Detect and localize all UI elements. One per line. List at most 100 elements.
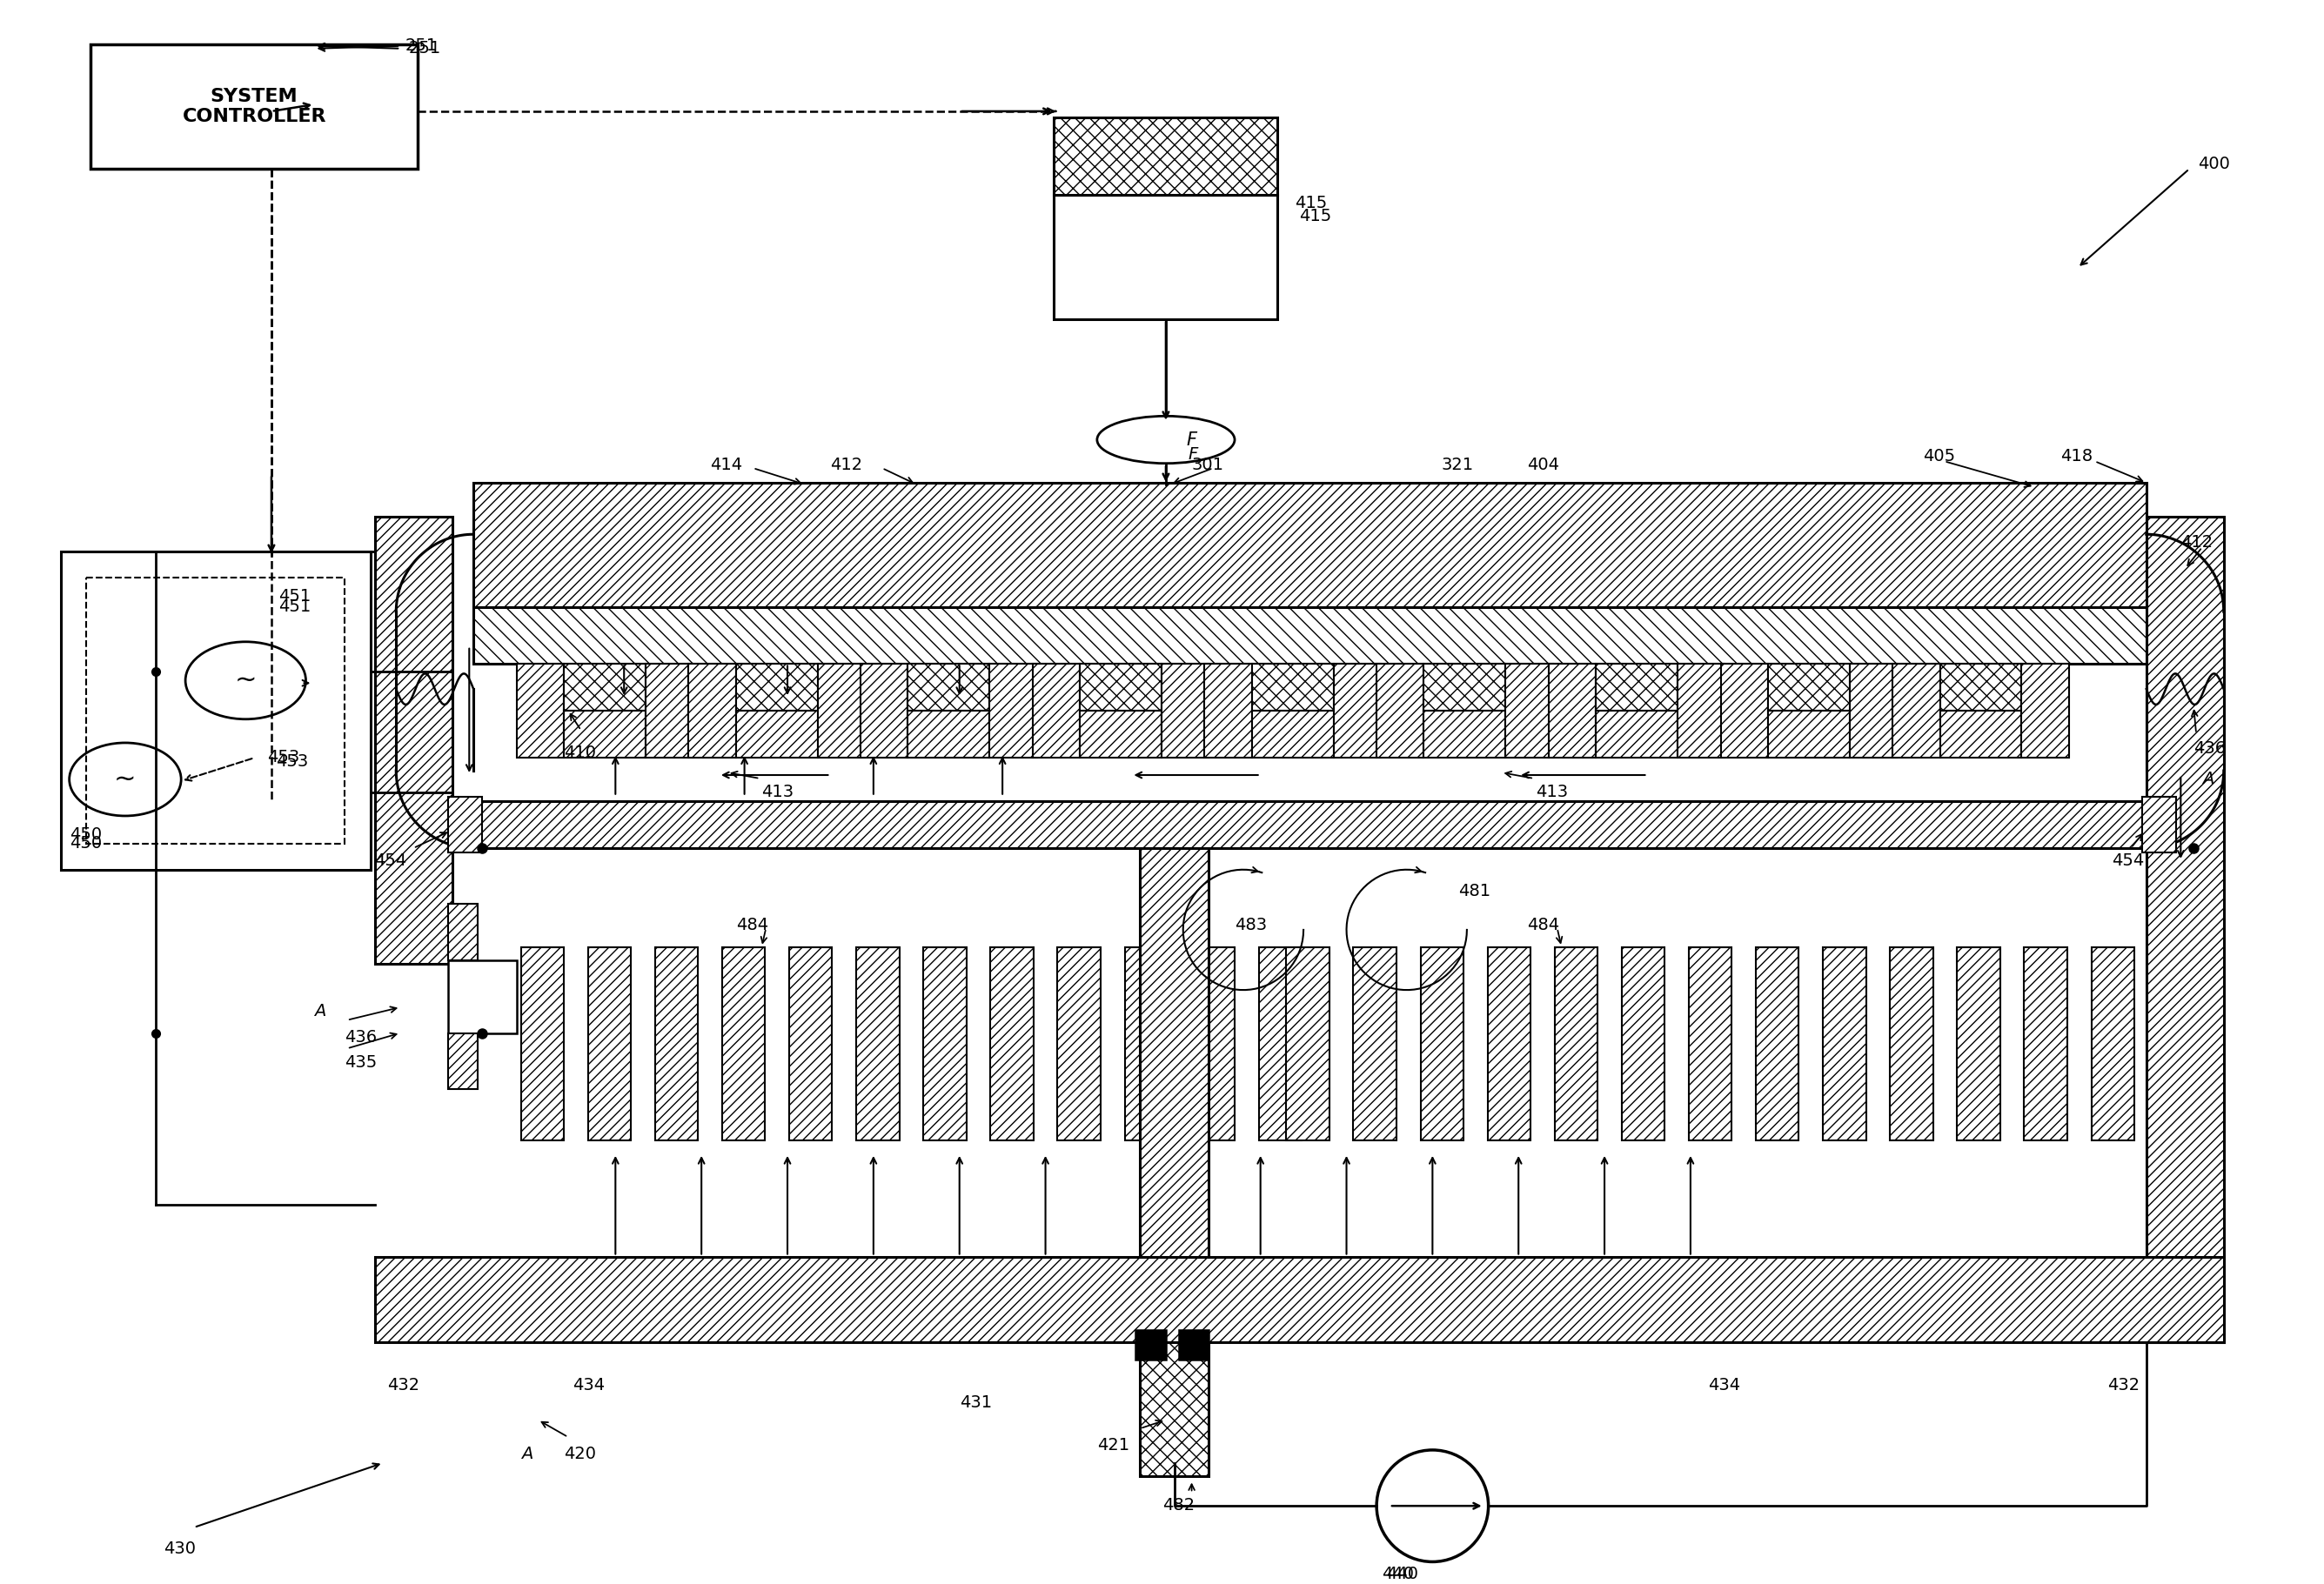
Bar — [655, 947, 697, 1140]
Text: 484: 484 — [1527, 917, 1559, 933]
Bar — [818, 664, 865, 757]
Bar — [1055, 195, 1278, 320]
Bar — [521, 947, 565, 1140]
Bar — [990, 947, 1034, 1140]
Text: 451: 451 — [279, 588, 311, 604]
Text: F: F — [1188, 431, 1197, 448]
Text: 484: 484 — [737, 917, 769, 933]
Text: 436: 436 — [344, 1028, 376, 1045]
Bar — [91, 44, 418, 169]
Bar — [2092, 947, 2133, 1140]
Bar — [1678, 664, 1724, 757]
Bar — [1141, 847, 1208, 1256]
Text: 421: 421 — [1097, 1437, 1129, 1454]
Bar — [646, 664, 693, 757]
Bar — [737, 664, 818, 711]
Text: 251: 251 — [409, 40, 442, 57]
Bar — [1892, 664, 1941, 757]
Text: 251: 251 — [404, 38, 437, 54]
Bar — [1125, 947, 1167, 1140]
Bar — [1081, 711, 1162, 757]
Bar — [1769, 664, 1850, 711]
Text: 440: 440 — [1387, 1567, 1418, 1582]
Bar — [374, 1256, 2224, 1343]
Text: 415: 415 — [1294, 195, 1327, 211]
Bar — [1057, 947, 1102, 1140]
Text: 435: 435 — [344, 1055, 376, 1071]
Bar — [860, 664, 909, 757]
Text: 440: 440 — [1383, 1567, 1415, 1582]
Bar — [1850, 664, 1896, 757]
Text: 430: 430 — [165, 1540, 195, 1557]
Text: SYSTEM
CONTROLLER: SYSTEM CONTROLLER — [181, 87, 325, 125]
Bar — [86, 577, 344, 844]
Text: 432: 432 — [388, 1376, 421, 1394]
Bar — [909, 711, 990, 757]
Text: 413: 413 — [762, 784, 795, 800]
Bar — [1253, 664, 1334, 711]
Bar — [1032, 664, 1081, 757]
Text: 413: 413 — [1536, 784, 1569, 800]
Bar — [1597, 711, 1678, 757]
Bar — [449, 960, 516, 1033]
Text: 431: 431 — [960, 1394, 992, 1411]
Bar — [565, 711, 646, 757]
Bar — [1622, 947, 1664, 1140]
Bar — [1162, 664, 1208, 757]
Bar — [1285, 947, 1329, 1140]
Text: ~: ~ — [114, 767, 137, 792]
Bar — [1506, 664, 1552, 757]
Bar — [588, 947, 630, 1140]
Bar — [474, 802, 2147, 847]
Bar — [1425, 664, 1506, 711]
Text: 434: 434 — [1708, 1376, 1741, 1394]
Text: 450: 450 — [70, 835, 102, 852]
Bar — [1597, 664, 1678, 711]
Text: 451: 451 — [279, 599, 311, 615]
Bar — [1204, 664, 1253, 757]
Bar — [1353, 947, 1397, 1140]
Bar — [1941, 664, 2022, 711]
Bar — [1822, 947, 1866, 1140]
Bar — [1487, 947, 1532, 1140]
Bar — [1334, 664, 1380, 757]
Bar — [1425, 711, 1506, 757]
Bar — [1192, 947, 1234, 1140]
Bar — [1957, 947, 2001, 1140]
Text: 301: 301 — [1192, 456, 1225, 474]
Text: 321: 321 — [1441, 456, 1473, 474]
Bar — [790, 947, 832, 1140]
Text: ~: ~ — [235, 668, 256, 694]
Text: 436: 436 — [2194, 741, 2226, 757]
Bar — [990, 664, 1037, 757]
Text: F: F — [1188, 447, 1199, 463]
Bar — [565, 664, 646, 711]
Bar — [1941, 711, 2022, 757]
Bar — [1420, 947, 1464, 1140]
Bar — [1720, 664, 1769, 757]
Bar — [1889, 947, 1934, 1140]
Text: 454: 454 — [374, 852, 407, 870]
Bar — [449, 797, 481, 852]
Text: 410: 410 — [565, 744, 595, 762]
Text: 432: 432 — [2108, 1376, 2140, 1394]
Bar — [737, 711, 818, 757]
Text: 412: 412 — [830, 456, 862, 474]
Bar — [688, 664, 737, 757]
Bar — [1548, 664, 1597, 757]
Text: A: A — [314, 1003, 325, 1020]
Bar — [1376, 664, 1425, 757]
Bar — [1253, 711, 1334, 757]
Bar — [1178, 1329, 1208, 1359]
Text: 482: 482 — [1162, 1497, 1195, 1514]
Bar — [1141, 1343, 1208, 1476]
Text: 453: 453 — [277, 754, 309, 770]
Bar — [2022, 664, 2068, 757]
Text: 454: 454 — [2113, 852, 2145, 870]
Text: 481: 481 — [1457, 882, 1490, 900]
Bar — [516, 664, 565, 757]
Bar — [2147, 516, 2224, 1343]
Text: 434: 434 — [572, 1376, 604, 1394]
Bar — [1055, 117, 1278, 195]
Text: 400: 400 — [2199, 155, 2231, 173]
